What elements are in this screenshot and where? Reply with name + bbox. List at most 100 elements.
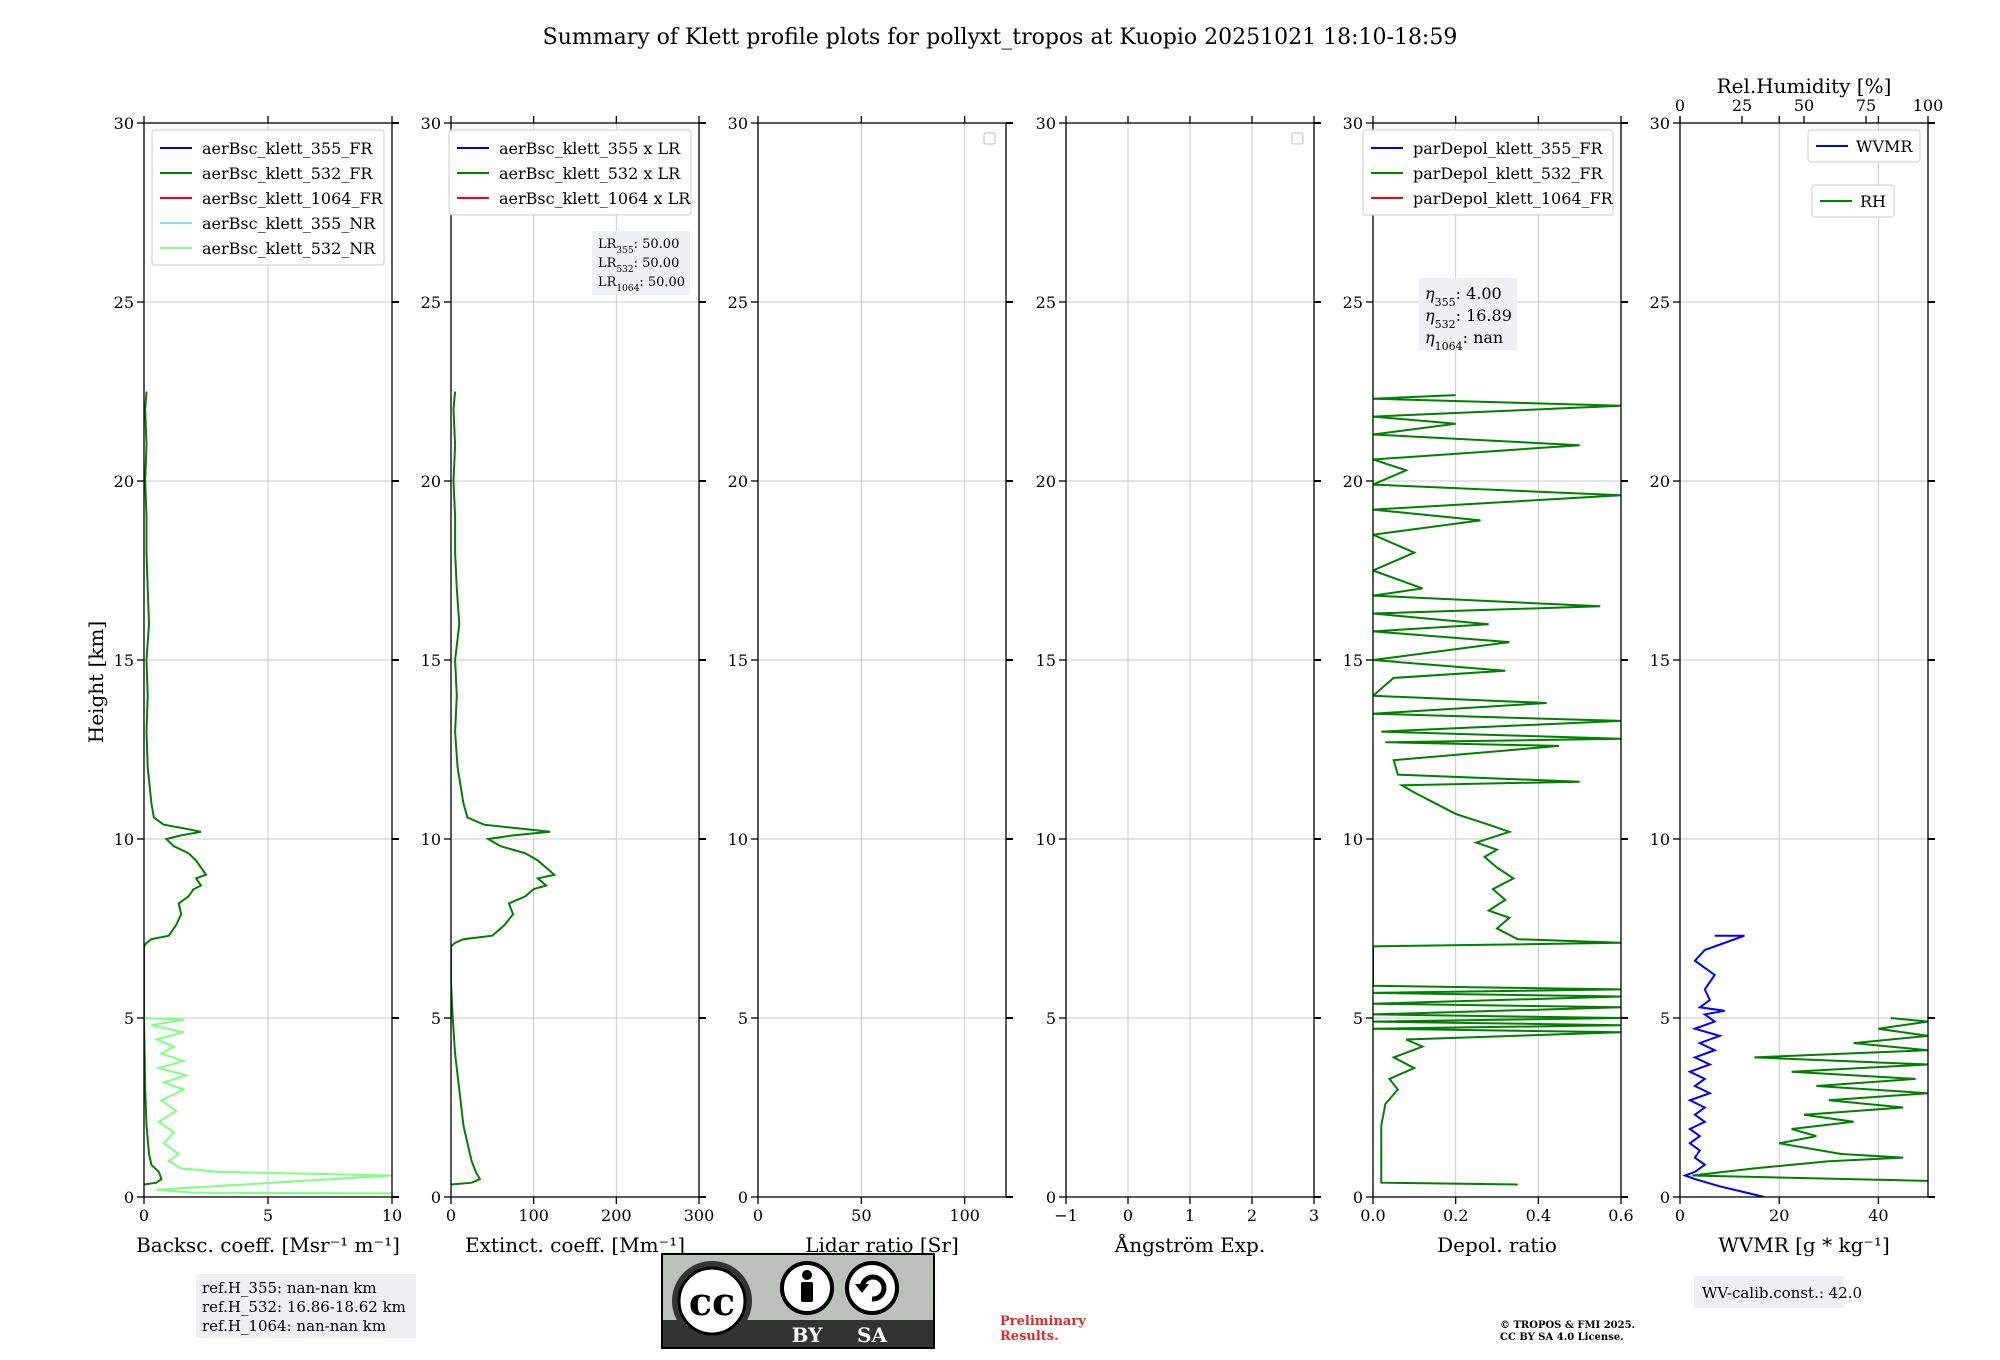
y-tick-label: 20 [728, 472, 748, 491]
eta-box-bg [1419, 278, 1517, 350]
eta-value-532: η532: 16.89 [1425, 306, 1512, 331]
legend-label-wvmr: WVMR [1856, 137, 1913, 156]
ref-h-355: ref.H_355: nan-nan km [202, 1279, 377, 1297]
sa-share-icon-arrowhead [855, 1284, 869, 1293]
y-tick-label: 25 [114, 293, 134, 312]
x-tick-label: 0 [1123, 1206, 1133, 1225]
y-tick-label: 30 [114, 114, 134, 133]
y-tick-label: 15 [1343, 651, 1363, 670]
lr-value-532: LR532: 50.00 [598, 256, 679, 275]
y-tick-label: 0 [431, 1188, 441, 1207]
x-tick-label: 0 [139, 1206, 149, 1225]
empty-legend-icon [983, 132, 996, 145]
lr-value-355: LR355: 50.00 [598, 237, 679, 256]
y-tick-label: 25 [1343, 293, 1363, 312]
by-person-icon-head [802, 1270, 812, 1280]
y-tick-label: 20 [1650, 472, 1670, 491]
y-tick-label: 20 [1036, 472, 1056, 491]
legend-label: parDepol_klett_355_FR [1413, 139, 1604, 158]
x-tick-label: 0 [446, 1206, 456, 1225]
legend: aerBsc_klett_355 x LR aerBsc_klett_532 x … [448, 129, 692, 216]
top-x-tick-label: 25 [1732, 96, 1752, 115]
y-tick-label: 0 [1660, 1188, 1670, 1207]
legend-label: parDepol_klett_532_FR [1413, 164, 1604, 183]
y-tick-label: 5 [431, 1009, 441, 1028]
preliminary-line-2: Results. [1000, 1329, 1059, 1344]
legend-box [1811, 184, 1895, 218]
x-tick-label: 200 [601, 1206, 632, 1225]
sa-share-icon-arrow [859, 1274, 887, 1302]
legend: parDepol_klett_355_FR parDepol_klett_532_… [1362, 129, 1614, 216]
x-axis-label: Ångström Exp. [1114, 1232, 1265, 1257]
ref-h-1064: ref.H_1064: nan-nan km [202, 1317, 386, 1335]
y-tick-label: 5 [1660, 1009, 1670, 1028]
wv-calib-text: WV-calib.const.: 42.0 [1702, 1284, 1862, 1302]
reference-height-box: ref.H_355: nan-nan km ref.H_532: 16.86-1… [196, 1274, 416, 1338]
top-x-tick-label: 50 [1794, 96, 1814, 115]
y-tick-label: 0 [124, 1188, 134, 1207]
x-axis-label: WVMR [g * kg⁻¹] [1718, 1233, 1890, 1257]
legend-rh: RH [1811, 184, 1895, 218]
empty-legend-icon [1291, 132, 1304, 145]
x-tick-label: 20 [1769, 1206, 1789, 1225]
y-tick-label: 25 [421, 293, 441, 312]
copyright-line-1: © TROPOS & FMI 2025. [1500, 1320, 1635, 1331]
x-axis-label: Backsc. coeff. [Msr⁻¹ m⁻¹] [136, 1233, 400, 1257]
legend-label: parDepol_klett_1064_FR [1413, 189, 1614, 208]
series-WVMR [1682, 934, 1765, 1197]
legend-label-rh: RH [1860, 192, 1886, 211]
y-tick-label: 0 [738, 1188, 748, 1207]
lidar-ratio-box-bg [592, 231, 690, 295]
x-tick-label: 0.6 [1608, 1206, 1633, 1225]
y-tick-label: 15 [421, 651, 441, 670]
x-tick-label: 0.0 [1360, 1206, 1385, 1225]
y-tick-label: 30 [1650, 114, 1670, 133]
y-tick-label: 30 [1343, 114, 1363, 133]
x-tick-label: 3 [1309, 1206, 1319, 1225]
x-tick-label: 10 [382, 1206, 402, 1225]
x-tick-label: 40 [1868, 1206, 1888, 1225]
y-tick-label: 20 [114, 472, 134, 491]
legend-label: aerBsc_klett_532_FR [202, 164, 373, 183]
y-tick-label: 10 [421, 830, 441, 849]
y-tick-label: 15 [114, 651, 134, 670]
panel-backscatter: 0 5 10 15 20 25 30 0 5 10 Backsc. coeff. [Msr⁻¹ m⁻… [114, 114, 403, 1257]
y-tick-label: 10 [1036, 830, 1056, 849]
cc-by-sa-badge: cc BY SA [661, 1253, 935, 1349]
cc-logo-text: cc [689, 1279, 735, 1324]
y-tick-label: 10 [1343, 830, 1363, 849]
top-x-axis-label: Rel.Humidity [%] [1717, 74, 1892, 98]
legend-box [448, 129, 692, 216]
x-tick-label: 5 [263, 1206, 273, 1225]
y-tick-label: 30 [728, 114, 748, 133]
x-axis-label: Depol. ratio [1437, 1233, 1557, 1257]
y-tick-label: 15 [1036, 651, 1056, 670]
eta-value-1064: η1064: nan [1425, 328, 1503, 353]
x-tick-label: 0.2 [1443, 1206, 1468, 1225]
legend-wvmr: WVMR [1807, 129, 1921, 163]
legend-box [1807, 129, 1921, 163]
x-tick-label: 1 [1185, 1206, 1195, 1225]
wv-calib-box-bg [1694, 1276, 1844, 1308]
y-tick-label: 5 [1353, 1009, 1363, 1028]
x-tick-label: −1 [1054, 1206, 1078, 1225]
legend: aerBsc_klett_355_FR aerBsc_klett_532_FRae… [151, 129, 385, 266]
y-tick-label: 15 [1650, 651, 1670, 670]
copyright-line-2: CC BY SA 4.0 License. [1500, 1332, 1624, 1343]
x-tick-label: 0 [1675, 1206, 1685, 1225]
series-parDepol_klett_532_FR [1373, 394, 1621, 1186]
x-tick-label: 0.4 [1526, 1206, 1551, 1225]
legend-label: aerBsc_klett_1064 x LR [499, 189, 691, 208]
by-label: BY [792, 1323, 824, 1347]
y-tick-label: 5 [124, 1009, 134, 1028]
y-tick-label: 20 [421, 472, 441, 491]
series-RH [1692, 1017, 1928, 1182]
y-tick-label: 10 [728, 830, 748, 849]
sa-share-icon [845, 1261, 899, 1315]
y-tick-label: 25 [728, 293, 748, 312]
figure-title: Summary of Klett profile plots for polly… [543, 25, 1458, 50]
